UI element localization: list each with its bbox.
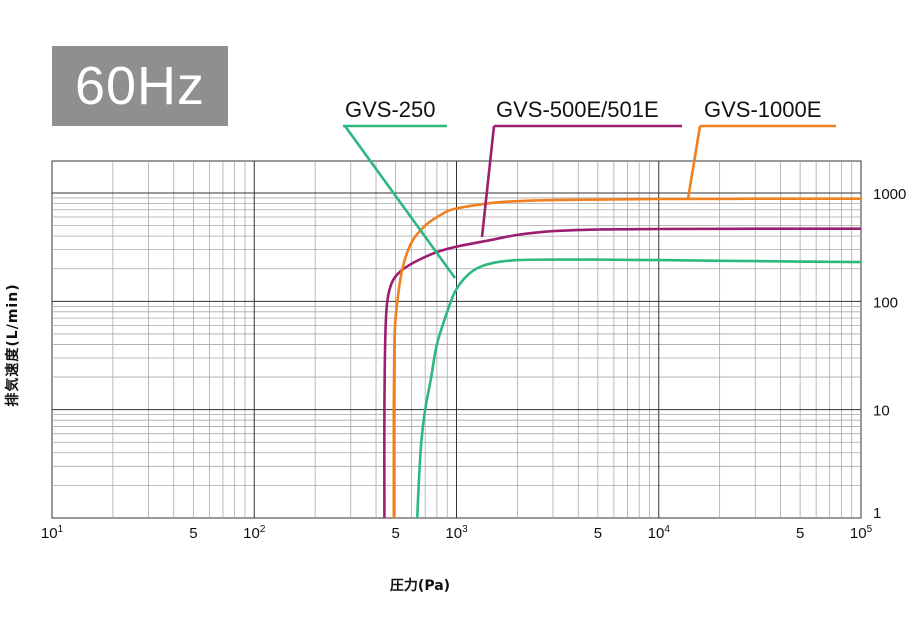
legend-label: GVS-1000E [704,97,821,122]
x-tick-label: 5 [594,525,602,542]
series-line-GVS-250 [416,258,862,519]
y-tick-label: 10 [873,403,890,420]
legend-leader-line [480,125,496,238]
x-tick-labels: 101 5 102 5 103 5 104 5 105 [41,524,873,542]
x-axis-label: 圧力(Pa) [389,578,451,594]
series-line-GVS-1000E [392,197,861,519]
x-tick-label: 5 [189,525,197,542]
frequency-badge: 60Hz [52,46,228,126]
x-tick-label: 102 [243,524,266,542]
x-tick-label: 103 [445,524,468,542]
legend-leader-line [343,125,457,279]
y-tick-label: 100 [873,294,898,311]
x-tick-label: 105 [850,524,873,542]
series-line-GVS-500E/501E [383,227,861,519]
legend-leader-line [686,125,702,200]
x-tick-label: 101 [41,524,64,542]
legend-callouts: GVS-250 GVS-500E/501E GVS-1000E [343,97,836,279]
y-axis-label: 排気速度(L/min) [5,283,21,407]
legend-label: GVS-250 [345,97,436,122]
series-layer [383,197,862,519]
y-tick-label: 1000 [873,186,906,203]
x-tick-label: 5 [796,525,804,542]
x-tick-label: 104 [648,524,671,542]
y-tick-labels: 1 10 100 1000 [873,186,906,522]
x-tick-label: 5 [391,525,399,542]
legend-label: GVS-500E/501E [496,97,659,122]
major-gridlines [52,161,861,518]
y-tick-label: 1 [873,505,881,522]
